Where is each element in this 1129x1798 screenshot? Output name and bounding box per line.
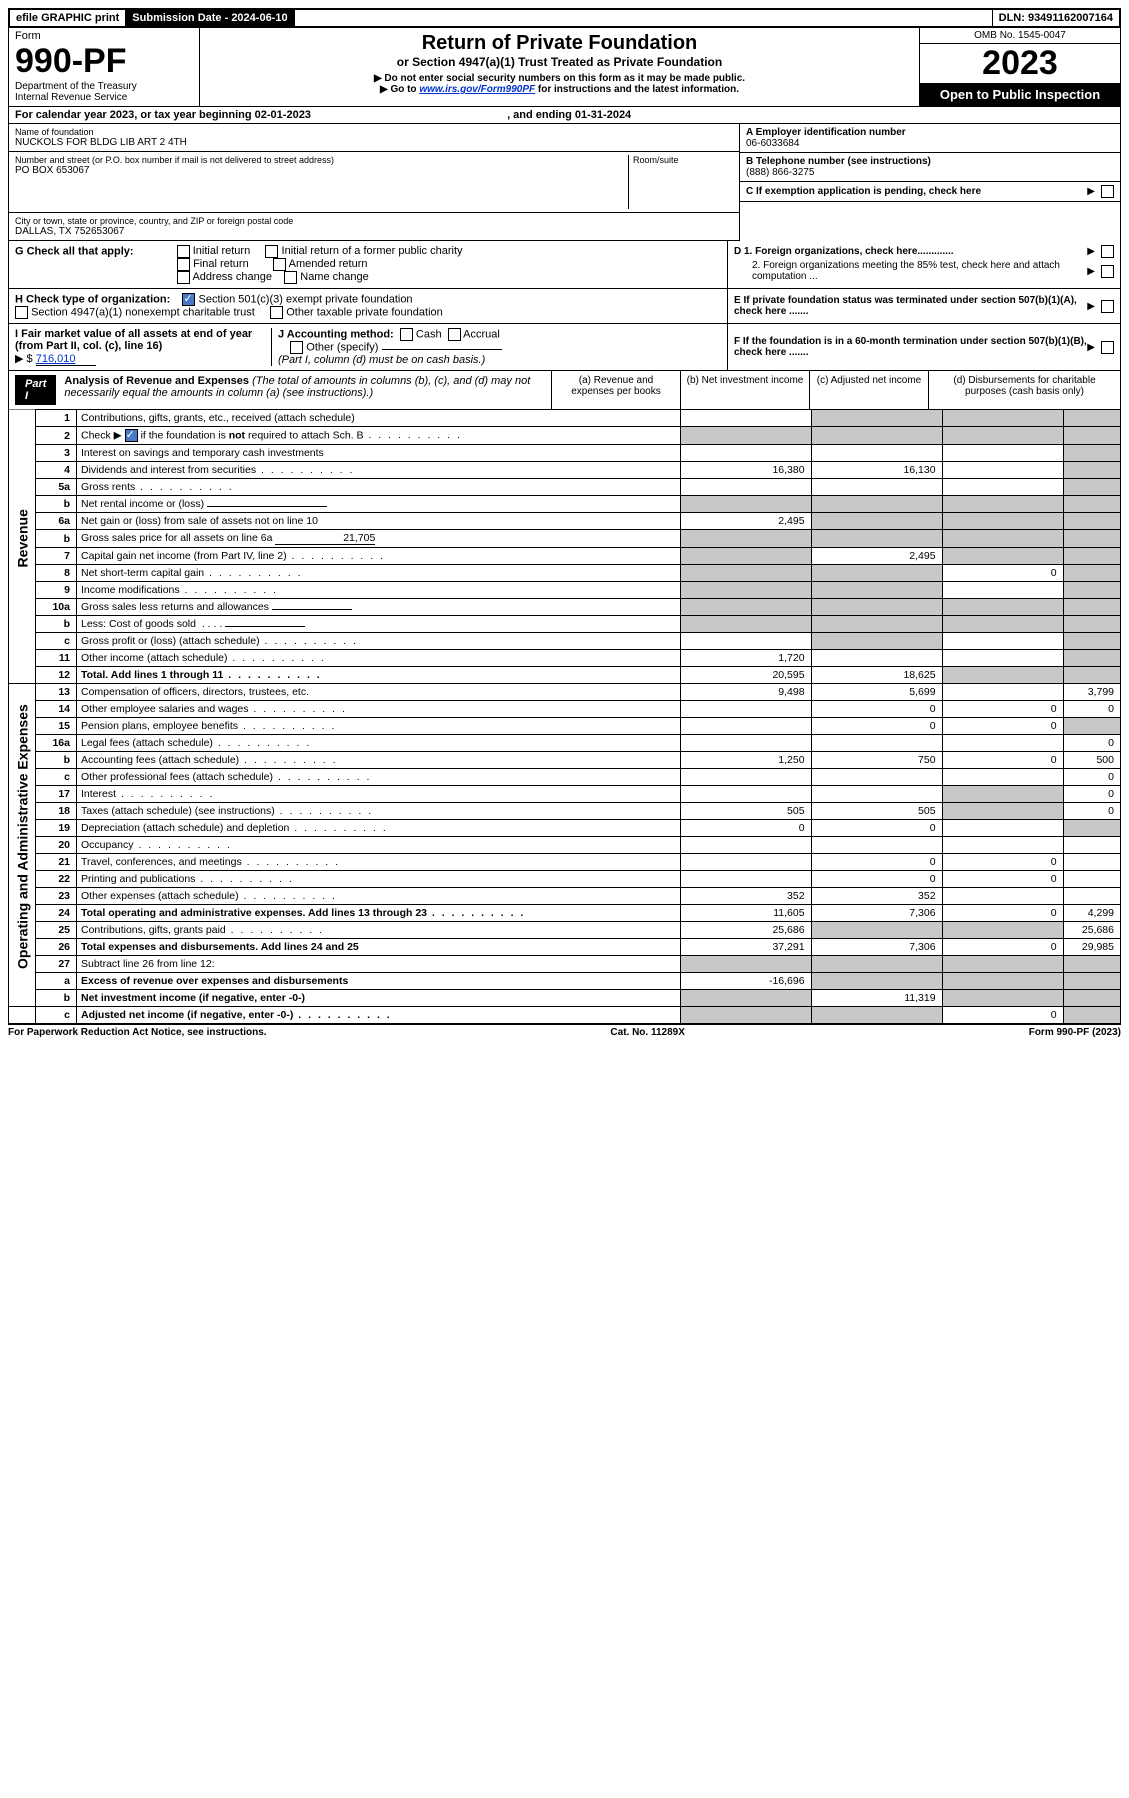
expenses-side-label: Operating and Administrative Expenses <box>9 684 36 990</box>
amended-return-checkbox[interactable] <box>273 258 286 271</box>
arrow-icon: ▶ <box>1087 266 1095 277</box>
section-g-d: G Check all that apply: Initial return I… <box>8 241 1121 289</box>
address-change-checkbox[interactable] <box>177 271 190 284</box>
arrow-icon: ▶ <box>1087 342 1095 353</box>
d2-85pct-checkbox[interactable] <box>1101 265 1114 278</box>
fmv-link[interactable]: 716,010 <box>36 353 96 366</box>
d1-foreign-label: D 1. Foreign organizations, check here..… <box>734 246 1087 257</box>
h-label: H Check type of organization: <box>15 293 170 305</box>
ein-label: A Employer identification number <box>746 127 1114 138</box>
submission-date: Submission Date - 2024-06-10 <box>126 10 294 26</box>
g-label: G Check all that apply: <box>15 245 134 257</box>
omb-number: OMB No. 1545-0047 <box>920 28 1120 44</box>
exemption-pending-label: C If exemption application is pending, c… <box>746 186 1087 197</box>
form-number: 990-PF <box>15 42 193 81</box>
d2-85pct-label: 2. Foreign organizations meeting the 85%… <box>734 260 1087 282</box>
sch-b-checkbox[interactable] <box>125 429 138 442</box>
initial-former-checkbox[interactable] <box>265 245 278 258</box>
city-label: City or town, state or province, country… <box>15 216 733 226</box>
top-bar: efile GRAPHIC print Submission Date - 20… <box>8 8 1121 28</box>
city-state-zip: DALLAS, TX 752653067 <box>15 226 733 237</box>
foundation-name: NUCKOLS FOR BLDG LIB ART 2 4TH <box>15 137 733 148</box>
phone-label: B Telephone number (see instructions) <box>746 156 1114 167</box>
form-word: Form <box>15 30 193 42</box>
part1-table: Revenue 1Contributions, gifts, grants, e… <box>8 410 1121 1024</box>
cat-no: Cat. No. 11289X <box>610 1027 684 1038</box>
open-public-inspection: Open to Public Inspection <box>920 83 1120 106</box>
form-subtitle: or Section 4947(a)(1) Trust Treated as P… <box>204 55 915 69</box>
e-terminated-label: E If private foundation status was termi… <box>734 295 1087 317</box>
street-address: PO BOX 653067 <box>15 165 628 176</box>
part1-header: Part I Analysis of Revenue and Expenses … <box>8 371 1121 410</box>
col-d-header: (d) Disbursements for charitable purpose… <box>928 371 1120 409</box>
goto-line: ▶ Go to www.irs.gov/Form990PF for instru… <box>204 84 915 95</box>
other-taxable-checkbox[interactable] <box>270 306 283 319</box>
irs-label: Internal Revenue Service <box>15 92 193 103</box>
room-label: Room/suite <box>633 155 733 165</box>
efile-print[interactable]: efile GRAPHIC print <box>10 10 126 26</box>
j-note: (Part I, column (d) must be on cash basi… <box>278 354 485 366</box>
street-label: Number and street (or P.O. box number if… <box>15 155 628 165</box>
i-label: I Fair market value of all assets at end… <box>15 328 252 352</box>
phone-value: (888) 866-3275 <box>746 167 1114 178</box>
form-title: Return of Private Foundation <box>204 32 915 55</box>
dln: DLN: 93491162007164 <box>993 10 1119 26</box>
exemption-pending-checkbox[interactable] <box>1101 185 1114 198</box>
col-a-header: (a) Revenue and expenses per books <box>551 371 680 409</box>
col-c-header: (c) Adjusted net income <box>809 371 928 409</box>
dept-treasury: Department of the Treasury <box>15 81 193 92</box>
entity-info: Name of foundation NUCKOLS FOR BLDG LIB … <box>8 124 1121 241</box>
part1-title: Analysis of Revenue and Expenses <box>64 375 249 387</box>
other-method-checkbox[interactable] <box>290 341 303 354</box>
d1-foreign-checkbox[interactable] <box>1101 245 1114 258</box>
section-h-e: H Check type of organization: Section 50… <box>8 289 1121 324</box>
initial-return-checkbox[interactable] <box>177 245 190 258</box>
col-b-header: (b) Net investment income <box>680 371 809 409</box>
final-return-checkbox[interactable] <box>177 258 190 271</box>
501c3-checkbox[interactable] <box>182 293 195 306</box>
arrow-icon: ▶ <box>1087 246 1095 257</box>
form990pf-link[interactable]: www.irs.gov/Form990PF <box>419 84 535 95</box>
paperwork-notice: For Paperwork Reduction Act Notice, see … <box>8 1027 267 1038</box>
ssn-warning: ▶ Do not enter social security numbers o… <box>204 73 915 84</box>
f-60month-checkbox[interactable] <box>1101 341 1114 354</box>
part1-label: Part I <box>15 375 56 405</box>
arrow-icon: ▶ <box>1087 186 1095 197</box>
cash-checkbox[interactable] <box>400 328 413 341</box>
calendar-year-line: For calendar year 2023, or tax year begi… <box>8 107 1121 124</box>
name-change-checkbox[interactable] <box>284 271 297 284</box>
revenue-side-label: Revenue <box>9 410 36 667</box>
arrow-icon: ▶ <box>1087 301 1095 312</box>
f-60month-label: F If the foundation is in a 60-month ter… <box>734 336 1087 358</box>
e-terminated-checkbox[interactable] <box>1101 300 1114 313</box>
form-ref: Form 990-PF (2023) <box>1029 1027 1121 1038</box>
tax-year: 2023 <box>920 44 1120 83</box>
page-footer: For Paperwork Reduction Act Notice, see … <box>8 1024 1121 1040</box>
form-header: Form 990-PF Department of the Treasury I… <box>8 28 1121 107</box>
4947a1-checkbox[interactable] <box>15 306 28 319</box>
name-label: Name of foundation <box>15 127 733 137</box>
section-i-j-f: I Fair market value of all assets at end… <box>8 324 1121 371</box>
j-label: J Accounting method: <box>278 328 394 340</box>
ein-value: 06-6033684 <box>746 138 1114 149</box>
accrual-checkbox[interactable] <box>448 328 461 341</box>
